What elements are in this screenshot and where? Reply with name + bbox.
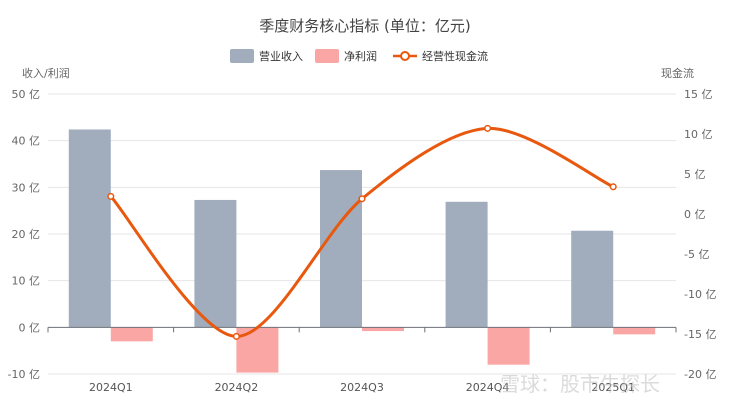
cashflow-line bbox=[109, 126, 614, 338]
chart-title: 季度财务核心指标 (单位：亿元) bbox=[259, 17, 470, 35]
category-label: 2024Q1 bbox=[89, 381, 133, 394]
cashflow-point bbox=[609, 183, 617, 191]
legend-label: 经营性现金流 bbox=[422, 49, 488, 63]
left-tick-label: 50 亿 bbox=[12, 88, 41, 101]
bar-revenue bbox=[68, 129, 111, 328]
legend-swatch bbox=[230, 49, 254, 63]
bar-net-profit bbox=[487, 327, 530, 365]
right-tick-label: -5 亿 bbox=[684, 248, 709, 261]
left-tick-label: -10 亿 bbox=[8, 368, 40, 381]
right-tick-label: -20 亿 bbox=[684, 368, 716, 381]
right-tick-label: -15 亿 bbox=[684, 328, 716, 341]
watermark: 雪球：股市牛探长 bbox=[500, 372, 660, 396]
category-label: 2024Q3 bbox=[340, 381, 384, 394]
bar-net-profit bbox=[110, 327, 153, 342]
category-label: 2024Q2 bbox=[215, 381, 259, 394]
left-tick-label: 40 亿 bbox=[12, 135, 41, 148]
right-tick-label: 0 亿 bbox=[684, 208, 706, 221]
cashflow-point bbox=[484, 124, 492, 132]
bar-net-profit bbox=[613, 327, 656, 335]
legend-label: 营业收入 bbox=[259, 49, 303, 63]
left-tick-label: 30 亿 bbox=[12, 181, 41, 194]
left-axis-label: 收入/利润 bbox=[22, 66, 70, 80]
cashflow-point bbox=[107, 192, 115, 200]
left-tick-label: 0 亿 bbox=[19, 321, 41, 334]
right-tick-label: 10 亿 bbox=[684, 128, 713, 141]
right-tick-label: 5 亿 bbox=[684, 168, 706, 181]
category-label: 2025Q1 bbox=[591, 381, 635, 394]
left-tick-label: 20 亿 bbox=[12, 228, 41, 241]
right-tick-label: 15 亿 bbox=[684, 88, 713, 101]
legend-label: 净利润 bbox=[344, 49, 377, 63]
cashflow-point bbox=[358, 195, 366, 203]
bar-revenue bbox=[571, 230, 614, 328]
right-tick-label: -10 亿 bbox=[684, 288, 716, 301]
legend-marker bbox=[400, 51, 410, 61]
category-label: 2024Q4 bbox=[466, 381, 510, 394]
bar-revenue bbox=[194, 199, 237, 328]
bar-revenue bbox=[445, 201, 488, 328]
right-axis-label: 现金流 bbox=[661, 66, 694, 80]
legend-swatch bbox=[315, 49, 339, 63]
cashflow-point bbox=[232, 332, 240, 340]
bar-revenue bbox=[320, 170, 362, 328]
left-tick-label: 10 亿 bbox=[12, 275, 41, 288]
bar-net-profit bbox=[362, 327, 404, 332]
